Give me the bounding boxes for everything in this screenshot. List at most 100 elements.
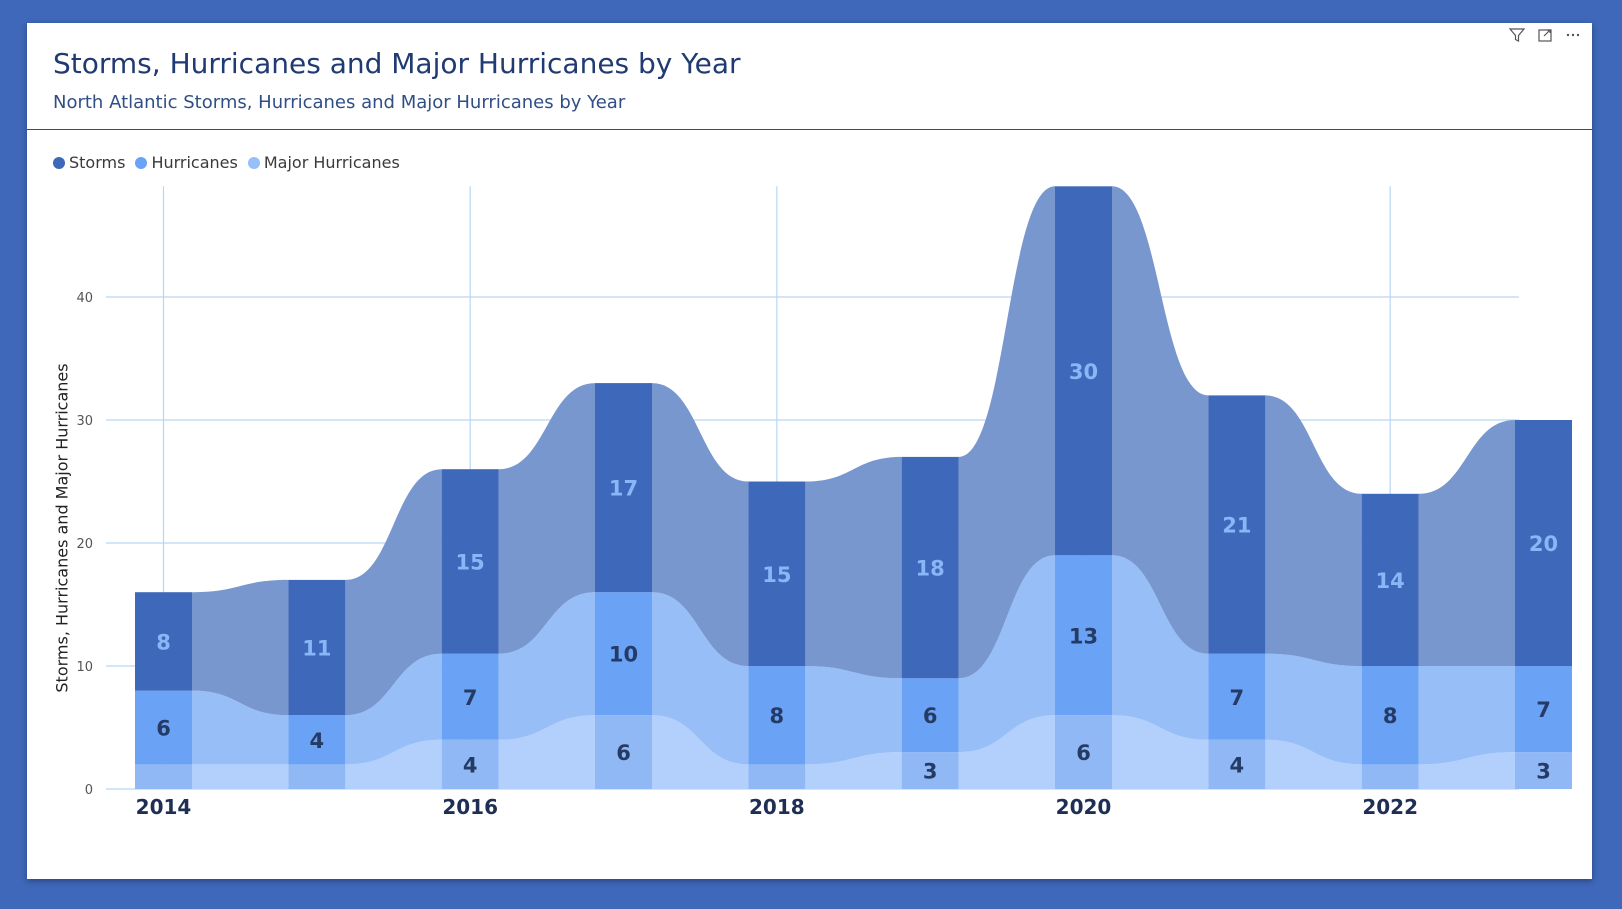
data-label: 13: [1069, 624, 1098, 648]
bar-major-hurricanes: [288, 764, 346, 789]
legend-label-major-hurricanes: Major Hurricanes: [263, 153, 400, 172]
ribbon-hurricanes: [1112, 555, 1209, 740]
bar-storms: [901, 456, 959, 679]
data-label: 7: [1536, 698, 1551, 722]
bar-major-hurricanes: [1208, 739, 1266, 789]
ribbon-hurricanes: [1418, 666, 1515, 765]
bar-hurricanes: [135, 690, 192, 765]
data-label: 6: [616, 741, 631, 765]
x-tick-label: 2020: [1056, 795, 1112, 819]
bar-major-hurricanes: [441, 739, 499, 789]
data-label: 6: [156, 717, 171, 741]
bar-storms: [595, 383, 652, 593]
x-tick-label: 2016: [442, 795, 498, 819]
bar-major-hurricanes: [1361, 764, 1419, 789]
bar-hurricanes: [595, 592, 652, 716]
y-tick-label: 20: [76, 537, 93, 552]
legend-label-hurricanes: Hurricanes: [151, 153, 238, 172]
visual-toolbar: [1508, 27, 1582, 45]
data-label: 18: [916, 557, 945, 581]
bar-major-hurricanes: [748, 764, 806, 789]
ribbon-storms: [498, 383, 595, 654]
legend-item-hurricanes[interactable]: Hurricanes: [135, 153, 238, 172]
ribbon-hurricanes: [192, 690, 289, 765]
ribbon-major-hurricanes: [1112, 715, 1209, 789]
bar-storms: [135, 592, 192, 691]
data-label: 15: [456, 550, 485, 574]
ribbon-chart: 0 10 20 30 40 4 6 3 6 4 3 6 4 7 10 8 6 13 7 8 7 8 11 15 17 15 18 30…: [76, 186, 1572, 819]
ribbon-storms: [1418, 420, 1515, 666]
focus-mode-icon[interactable]: [1536, 27, 1554, 45]
ribbon-hurricanes: [1265, 653, 1362, 765]
bar-hurricanes: [748, 666, 806, 765]
y-tick-label: 0: [85, 783, 93, 798]
ribbon-storms: [805, 456, 902, 679]
ribbon-storms: [1265, 395, 1362, 666]
data-label: 10: [609, 643, 638, 667]
ribbon-major-hurricanes: [1265, 739, 1362, 789]
chart-card: Storms, Hurricanes and Major Hurricanes …: [27, 23, 1592, 879]
filter-icon[interactable]: [1508, 27, 1526, 45]
bar-storms: [748, 481, 806, 666]
legend-item-storms[interactable]: Storms: [53, 153, 125, 172]
bar-major-hurricanes: [1515, 752, 1572, 789]
ribbon-hurricanes: [652, 592, 749, 765]
bar-hurricanes: [288, 715, 346, 765]
data-label: 11: [302, 637, 331, 661]
data-label: 6: [1076, 741, 1091, 765]
bar-major-hurricanes: [1055, 715, 1112, 789]
bar-hurricanes: [1055, 555, 1112, 716]
data-label: 7: [463, 686, 478, 710]
bar-hurricanes: [1515, 666, 1572, 753]
ribbon-storms: [652, 383, 749, 666]
more-options-icon[interactable]: [1564, 27, 1582, 45]
y-tick-label: 40: [76, 291, 93, 306]
data-label: 8: [156, 630, 171, 654]
ribbon-storms: [958, 186, 1055, 679]
bar-storms: [1208, 395, 1266, 654]
chart-subtitle: North Atlantic Storms, Hurricanes and Ma…: [53, 92, 626, 113]
x-tick-label: 2018: [749, 795, 805, 819]
data-label: 3: [1536, 760, 1551, 784]
data-label: 30: [1069, 360, 1098, 384]
ribbon-major-hurricanes: [805, 752, 902, 789]
data-label: 17: [609, 477, 638, 501]
bar-hurricanes: [441, 653, 499, 740]
legend-item-major-hurricanes[interactable]: Major Hurricanes: [247, 153, 400, 172]
data-label: 14: [1376, 569, 1405, 593]
chart-title: Storms, Hurricanes and Major Hurricanes …: [53, 47, 741, 80]
data-label: 3: [923, 760, 938, 784]
bar-hurricanes: [1361, 666, 1419, 765]
data-label: 4: [463, 753, 478, 777]
bar-major-hurricanes: [595, 715, 652, 789]
legend-dot-storms: [53, 156, 65, 169]
data-label: 8: [770, 704, 785, 728]
data-label: 15: [762, 563, 791, 587]
bar-hurricanes: [901, 678, 959, 753]
ribbon-major-hurricanes: [192, 764, 289, 789]
bar-major-hurricanes: [901, 752, 959, 789]
legend-label-storms: Storms: [69, 153, 126, 172]
legend-dot-major-hurricanes: [247, 156, 260, 169]
data-label: 8: [1383, 704, 1398, 728]
x-tick-label: 2022: [1362, 795, 1418, 819]
data-label: 4: [1230, 753, 1245, 777]
data-label: 6: [923, 704, 938, 728]
ribbon-hurricanes: [805, 666, 902, 765]
ribbon-major-hurricanes: [498, 715, 595, 789]
ribbon-hurricanes: [958, 555, 1055, 753]
ribbon-major-hurricanes: [958, 715, 1055, 789]
ribbon-major-hurricanes: [652, 715, 749, 789]
chart-header: Storms, Hurricanes and Major Hurricanes …: [27, 23, 1592, 130]
data-label: 21: [1222, 514, 1251, 538]
legend-dot-hurricanes: [135, 156, 148, 169]
y-tick-label: 30: [76, 414, 93, 429]
ribbon-storms: [345, 469, 442, 716]
data-label: 4: [310, 729, 325, 753]
bar-hurricanes: [1208, 653, 1266, 740]
chart-legend: Storms Hurricanes Major Hurricanes: [53, 153, 410, 172]
x-tick-label: 2014: [136, 795, 192, 819]
bar-storms: [1515, 420, 1572, 666]
data-label: 7: [1230, 686, 1245, 710]
ribbon-storms: [192, 579, 289, 716]
